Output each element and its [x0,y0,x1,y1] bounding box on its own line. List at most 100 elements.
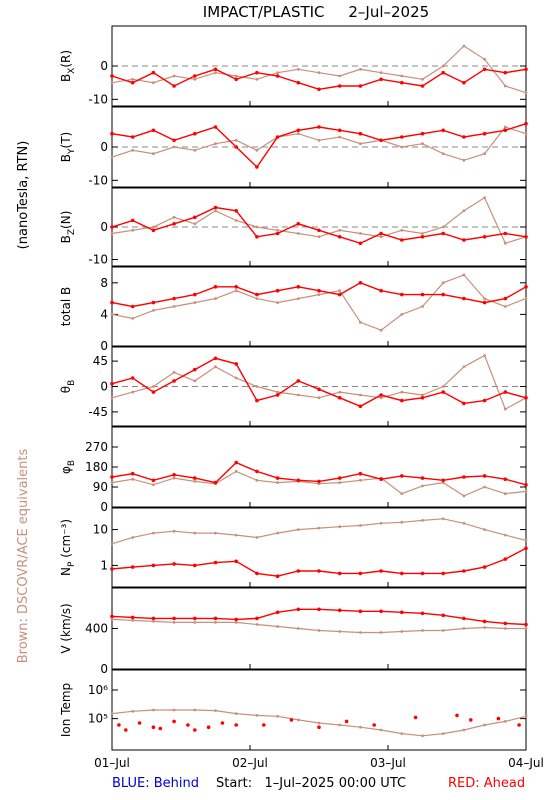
y-tick-label: 90 [93,480,108,494]
data-point-equivalent [276,625,279,628]
data-point-equivalent [359,631,362,634]
data-point-ahead [130,218,135,223]
y-axis-label-main: B [59,235,73,243]
data-point-equivalent [524,132,528,136]
data-point-equivalent [483,626,486,629]
data-point-equivalent [172,74,176,78]
data-point-ahead [130,135,135,139]
data-point-ahead [379,393,383,397]
data-point-equivalent [296,232,300,235]
data-point-ahead [151,616,156,621]
data-point-equivalent [234,74,238,78]
data-point-ahead [213,67,218,72]
data-point-equivalent [483,528,486,531]
y-tick-label: 0 [100,339,108,353]
data-point-equivalent [338,630,342,633]
data-point-ahead [400,571,404,576]
data-point-ahead [524,235,528,239]
data-point-ahead [358,281,363,285]
data-point-ahead [420,611,425,616]
data-point-ahead [296,379,301,383]
y-tick-label: 10⁶ [88,683,108,697]
data-point-equivalent [400,313,404,316]
data-point-ahead [234,77,238,82]
data-point-ahead [151,128,156,133]
data-point-equivalent [503,241,507,245]
data-point-ahead [317,387,321,392]
units-side-label: (nanoTesla, RTN) [16,141,31,250]
data-point-equivalent [379,631,383,634]
data-point-ahead [517,723,521,727]
data-point-ahead [337,84,342,88]
data-point-ahead [379,609,383,614]
data-point-ahead [255,571,259,576]
data-point-equivalent [359,524,362,527]
data-point-ahead [317,125,321,129]
data-point-equivalent [131,390,135,394]
y-axis-label: total B [59,287,73,327]
data-point-equivalent [421,305,424,308]
y-axis-label-sub: B [67,380,77,386]
data-point-ahead [206,725,211,729]
data-point-ahead [213,285,218,289]
data-point-equivalent [193,148,197,152]
data-point-equivalent [524,539,528,542]
y-tick-label: 10⁵ [88,712,108,726]
data-point-equivalent [317,396,321,400]
x-tick-label: 01–Jul [94,756,130,770]
data-point-ahead [358,84,363,88]
data-point-equivalent [421,734,424,738]
data-point-equivalent [379,235,383,239]
data-point-ahead [130,615,135,620]
data-point-ahead [482,474,487,478]
time-axis: 01–Jul 02–Jul 03–Jul 04–Jul [94,756,544,770]
data-point-ahead [358,471,363,476]
y-axis-label-main: total B [59,287,73,327]
data-point-ahead [110,131,114,136]
data-point-equivalent [462,209,466,213]
data-point-ahead [317,288,321,293]
data-point-ahead [275,574,280,578]
data-point-ahead [524,546,528,551]
data-point-equivalent [172,145,176,149]
y-axis-label: θB [59,380,77,394]
data-point-ahead [275,476,280,480]
data-point-ahead [193,563,197,568]
data-point-ahead [317,228,321,233]
y-axis-label-sub: B [67,460,77,466]
y-axis-label-unit: (R) [59,50,73,68]
data-point-equivalent [110,542,114,546]
y-tick-label: 0 [100,220,108,234]
data-point-ahead [172,719,176,724]
data-point-equivalent [441,64,445,68]
data-point-equivalent [276,714,279,718]
data-point-ahead [462,238,466,242]
data-point-equivalent [131,536,135,539]
series-equivalent [110,196,528,245]
data-point-ahead [151,228,156,233]
data-point-equivalent [152,708,155,712]
data-point-ahead [151,725,156,729]
data-point-ahead [441,292,446,297]
y-tick-label: -10 [88,92,108,106]
data-point-equivalent [276,390,279,394]
data-point-ahead [130,304,135,309]
series-equivalent [110,125,528,162]
data-point-equivalent [131,709,135,713]
data-point-equivalent [359,232,362,235]
data-point-ahead [296,285,301,289]
data-point-ahead [110,300,114,305]
data-point-ahead [441,390,446,394]
x-tick-label: 03–Jul [370,756,406,770]
data-point-equivalent [503,84,507,88]
y-axis-label-sub: P [67,561,77,567]
data-point-equivalent [421,142,424,146]
series-equivalent [110,618,528,634]
data-point-equivalent [483,354,486,357]
y-axis-label-sub: Z [67,229,77,235]
data-point-ahead [296,478,301,483]
data-point-ahead [503,477,508,482]
data-point-equivalent [296,67,300,71]
data-point-equivalent [214,71,217,75]
data-point-ahead [358,131,363,136]
